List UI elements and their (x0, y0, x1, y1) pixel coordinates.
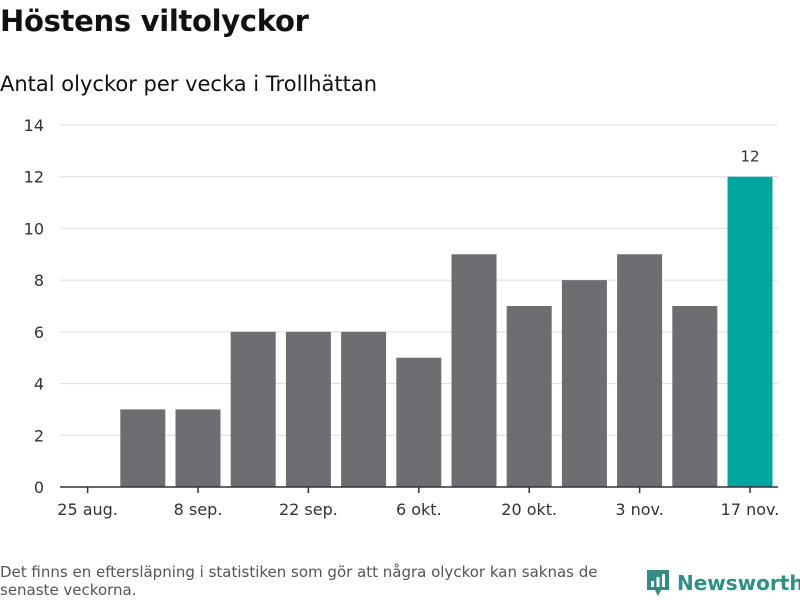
bar (506, 306, 552, 487)
bar (561, 280, 607, 487)
x-tick-label: 3 nov. (615, 500, 664, 519)
x-tick-label: 22 sep. (279, 500, 338, 519)
bar (175, 409, 221, 487)
y-tick-label: 0 (34, 478, 44, 497)
y-tick-label: 14 (24, 116, 44, 135)
x-tick-label: 6 okt. (396, 500, 442, 519)
data-label: 12 (740, 148, 759, 166)
bar (451, 254, 497, 487)
bar (120, 409, 166, 487)
bar (672, 306, 718, 487)
bar (396, 357, 442, 487)
brand-name: Newsworthy (677, 571, 800, 595)
bar (727, 176, 773, 487)
y-tick-label: 4 (34, 375, 44, 394)
x-tick-label: 25 aug. (57, 500, 118, 519)
x-tick-label: 20 okt. (501, 500, 557, 519)
footnote: Det finns en eftersläpning i statistiken… (0, 563, 598, 599)
bar (230, 331, 276, 487)
y-tick-label: 10 (24, 219, 44, 238)
y-tick-label: 8 (34, 271, 44, 290)
y-tick-label: 2 (34, 426, 44, 445)
chart-subtitle: Antal olyckor per vecka i Trollhättan (0, 72, 378, 96)
x-tick-label: 8 sep. (174, 500, 223, 519)
bar (341, 331, 387, 487)
x-tick-label: 17 nov. (721, 500, 780, 519)
newsworthy-logo-icon (647, 570, 669, 596)
bar-chart: 0 2 4 6 8 10 12 14 25 aug. 8 sep. 22 sep. 6 okt. 20 … (24, 116, 780, 519)
y-tick-label: 12 (24, 168, 44, 187)
bar (617, 254, 663, 487)
y-tick-label: 6 (34, 323, 44, 342)
bar (285, 331, 331, 487)
chart-title: Höstens viltolyckor (0, 4, 309, 38)
brand: Newsworthy (645, 568, 800, 598)
